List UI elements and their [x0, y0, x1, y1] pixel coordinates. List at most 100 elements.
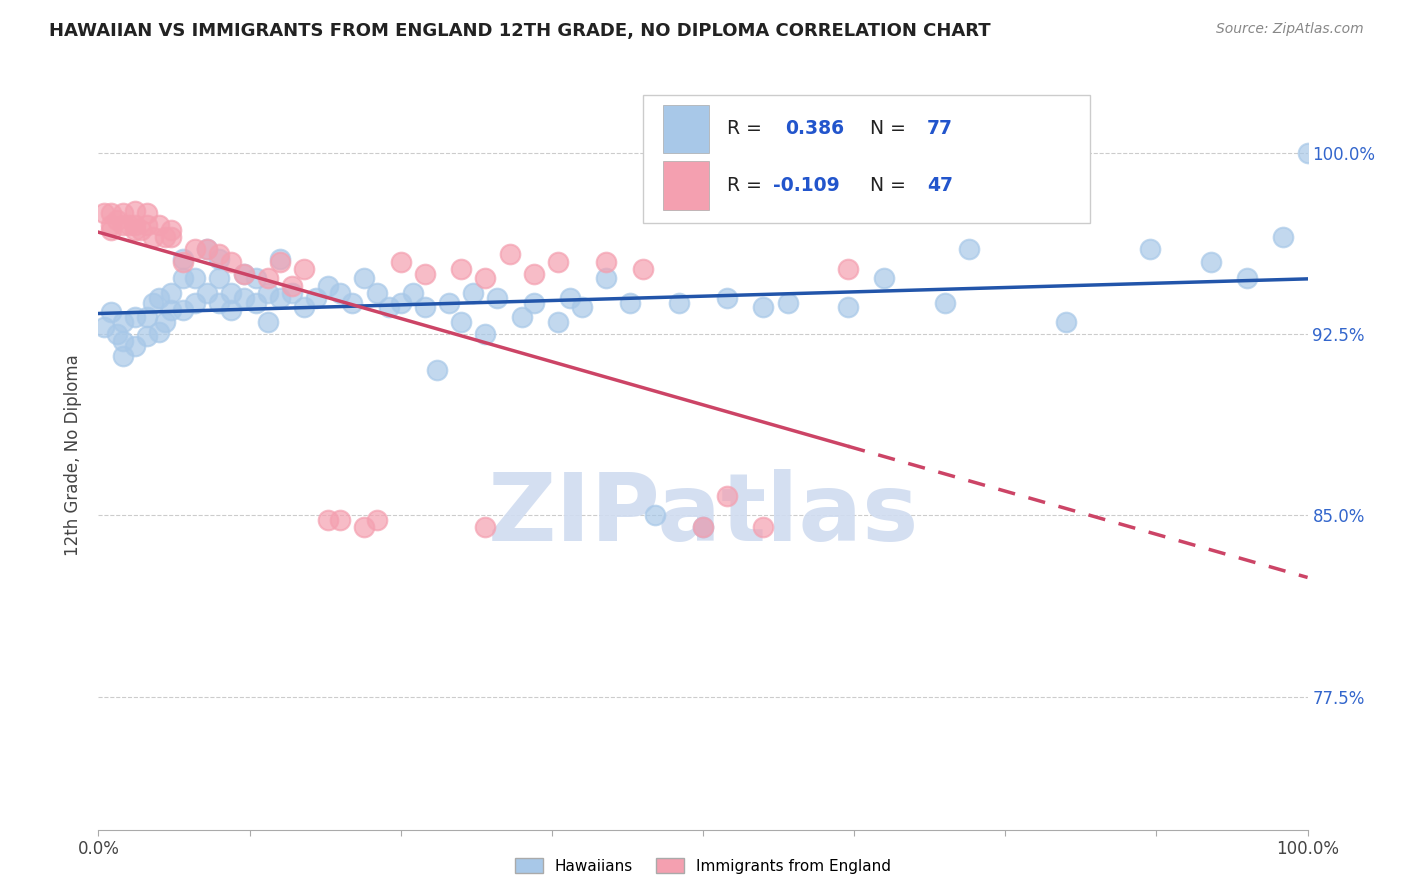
Point: [124, 219, 146, 233]
FancyBboxPatch shape: [643, 95, 1090, 223]
Point: [752, 301, 775, 315]
Point: [256, 285, 278, 300]
Point: [1139, 243, 1161, 257]
Point: [463, 285, 485, 300]
Point: [389, 254, 412, 268]
Point: [256, 315, 278, 329]
Legend: Hawaiians, Immigrants from England: Hawaiians, Immigrants from England: [509, 852, 897, 880]
Point: [474, 520, 496, 534]
Point: [160, 230, 183, 244]
Point: [245, 295, 267, 310]
Point: [124, 203, 146, 218]
Point: [619, 295, 641, 310]
Text: -0.109: -0.109: [773, 176, 839, 194]
Point: [498, 247, 520, 261]
Point: [93, 206, 115, 220]
Point: [547, 254, 569, 268]
Text: Source: ZipAtlas.com: Source: ZipAtlas.com: [1216, 22, 1364, 37]
Point: [510, 310, 533, 325]
Point: [105, 213, 128, 227]
Text: R =: R =: [727, 176, 768, 194]
Point: [100, 219, 122, 233]
Text: 47: 47: [927, 176, 953, 194]
Point: [129, 223, 152, 237]
Point: [269, 291, 291, 305]
Point: [111, 349, 134, 363]
Point: [142, 230, 165, 244]
Point: [118, 219, 141, 233]
Point: [124, 339, 146, 353]
Point: [776, 295, 799, 310]
Point: [208, 295, 231, 310]
Point: [232, 267, 254, 281]
Point: [172, 302, 194, 317]
Point: [547, 315, 569, 329]
Point: [100, 206, 122, 220]
Point: [292, 301, 315, 315]
Point: [571, 301, 593, 315]
Point: [232, 267, 254, 281]
Point: [281, 285, 304, 300]
Point: [377, 301, 399, 315]
Point: [153, 315, 176, 329]
Point: [413, 267, 436, 281]
Point: [716, 489, 738, 503]
Point: [100, 305, 122, 319]
Point: [1272, 230, 1295, 244]
Text: 77: 77: [927, 120, 953, 138]
Point: [316, 278, 339, 293]
Point: [195, 243, 218, 257]
Point: [148, 325, 170, 339]
Point: [631, 261, 654, 276]
Point: [208, 247, 231, 261]
Point: [221, 285, 243, 300]
Point: [523, 295, 546, 310]
Point: [329, 285, 352, 300]
Point: [752, 520, 775, 534]
Point: [184, 295, 207, 310]
Point: [595, 254, 617, 268]
Point: [135, 310, 157, 325]
Point: [389, 295, 412, 310]
Point: [837, 301, 859, 315]
Text: R =: R =: [727, 120, 768, 138]
Point: [111, 315, 134, 329]
Point: [353, 271, 375, 285]
Point: [105, 327, 128, 342]
Point: [184, 271, 207, 285]
Point: [486, 291, 509, 305]
Point: [160, 285, 183, 300]
Point: [172, 271, 194, 285]
Point: [232, 291, 254, 305]
Point: [172, 254, 194, 268]
Text: 0.386: 0.386: [785, 120, 845, 138]
Point: [135, 329, 157, 343]
Point: [148, 219, 170, 233]
Point: [450, 261, 472, 276]
Point: [402, 285, 425, 300]
Point: [644, 508, 666, 523]
Point: [316, 513, 339, 527]
Point: [160, 302, 183, 317]
Point: [292, 261, 315, 276]
Point: [135, 206, 157, 220]
Text: HAWAIIAN VS IMMIGRANTS FROM ENGLAND 12TH GRADE, NO DIPLOMA CORRELATION CHART: HAWAIIAN VS IMMIGRANTS FROM ENGLAND 12TH…: [49, 22, 991, 40]
Point: [256, 271, 278, 285]
Point: [450, 315, 472, 329]
Point: [93, 319, 115, 334]
Point: [957, 243, 980, 257]
FancyBboxPatch shape: [664, 104, 709, 153]
Point: [426, 363, 449, 377]
Point: [160, 223, 183, 237]
Point: [558, 291, 581, 305]
Point: [245, 271, 267, 285]
Point: [221, 254, 243, 268]
Point: [208, 271, 231, 285]
Point: [281, 278, 304, 293]
Point: [195, 243, 218, 257]
Point: [172, 252, 194, 267]
Point: [148, 291, 170, 305]
Point: [124, 310, 146, 325]
Point: [329, 513, 352, 527]
Point: [934, 295, 956, 310]
